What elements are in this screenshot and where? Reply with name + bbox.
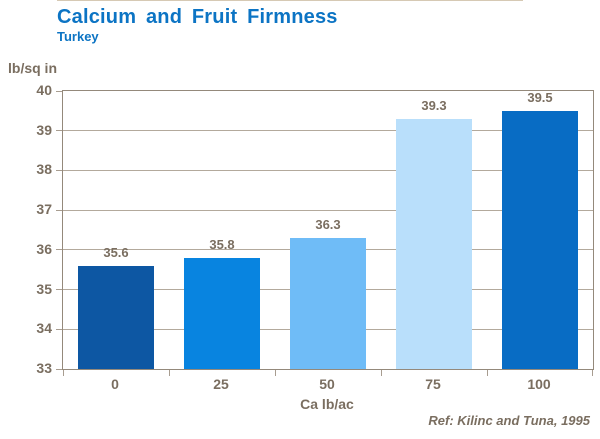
chart-subtitle: Turkey <box>57 29 99 44</box>
bar-value-label-100: 39.5 <box>527 89 553 105</box>
chart-title: Calcium and Fruit Firmness <box>57 6 338 28</box>
x-tick-label-100: 100 <box>527 376 551 392</box>
x-tick-mark <box>592 370 593 376</box>
y-tick-label-36: 36 <box>36 240 52 257</box>
y-tick-mark <box>56 90 62 92</box>
y-tick-mark <box>56 368 62 370</box>
y-tick-label-39: 39 <box>36 121 52 138</box>
x-tick-mark <box>381 370 382 376</box>
bar-100 <box>502 110 578 369</box>
x-axis-labels: 0 25 50 75 100 <box>62 376 592 394</box>
x-tick-mark <box>275 370 276 376</box>
y-tick-mark <box>56 249 62 251</box>
x-tick-label-0: 0 <box>111 376 119 392</box>
y-tick-label-38: 38 <box>36 161 52 178</box>
top-border-line <box>57 0 523 1</box>
y-tick-mark <box>56 169 62 171</box>
bar-25 <box>184 257 260 369</box>
plot-area: 35.6 35.8 36.3 39.3 39.5 <box>56 89 594 376</box>
y-tick-label-34: 34 <box>36 320 52 337</box>
bar-value-label-0: 35.6 <box>103 244 129 260</box>
y-tick-mark <box>56 289 62 291</box>
bar-value-label-50: 36.3 <box>315 216 341 232</box>
bar-75 <box>396 118 472 369</box>
x-tick-label-75: 75 <box>425 376 441 392</box>
y-tick-label-37: 37 <box>36 201 52 218</box>
y-tick-mark <box>56 209 62 211</box>
x-tick-label-50: 50 <box>319 376 335 392</box>
y-tick-label-33: 33 <box>36 360 52 376</box>
y-axis-unit-label: lb/sq in <box>8 60 57 76</box>
x-axis-title: Ca lb/ac <box>300 396 354 412</box>
x-tick-mark <box>169 370 170 376</box>
y-axis-labels: 33 34 35 36 37 38 39 40 <box>0 82 52 376</box>
gridline-y-39 <box>63 130 593 132</box>
x-tick-mark <box>63 370 64 376</box>
y-tick-label-40: 40 <box>36 82 52 98</box>
bar-0 <box>78 265 154 369</box>
y-tick-mark <box>56 328 62 330</box>
x-tick-label-25: 25 <box>213 376 229 392</box>
reference-text: Ref: Kilinc and Tuna, 1995 <box>428 413 590 428</box>
bar-value-label-75: 39.3 <box>421 97 447 113</box>
bar-50 <box>290 237 366 369</box>
gridline-y-38 <box>63 169 593 171</box>
gridline-y-37 <box>63 209 593 211</box>
y-tick-mark <box>56 130 62 132</box>
y-tick-label-35: 35 <box>36 280 52 297</box>
bar-value-label-25: 35.8 <box>209 236 235 252</box>
x-tick-mark <box>487 370 488 376</box>
